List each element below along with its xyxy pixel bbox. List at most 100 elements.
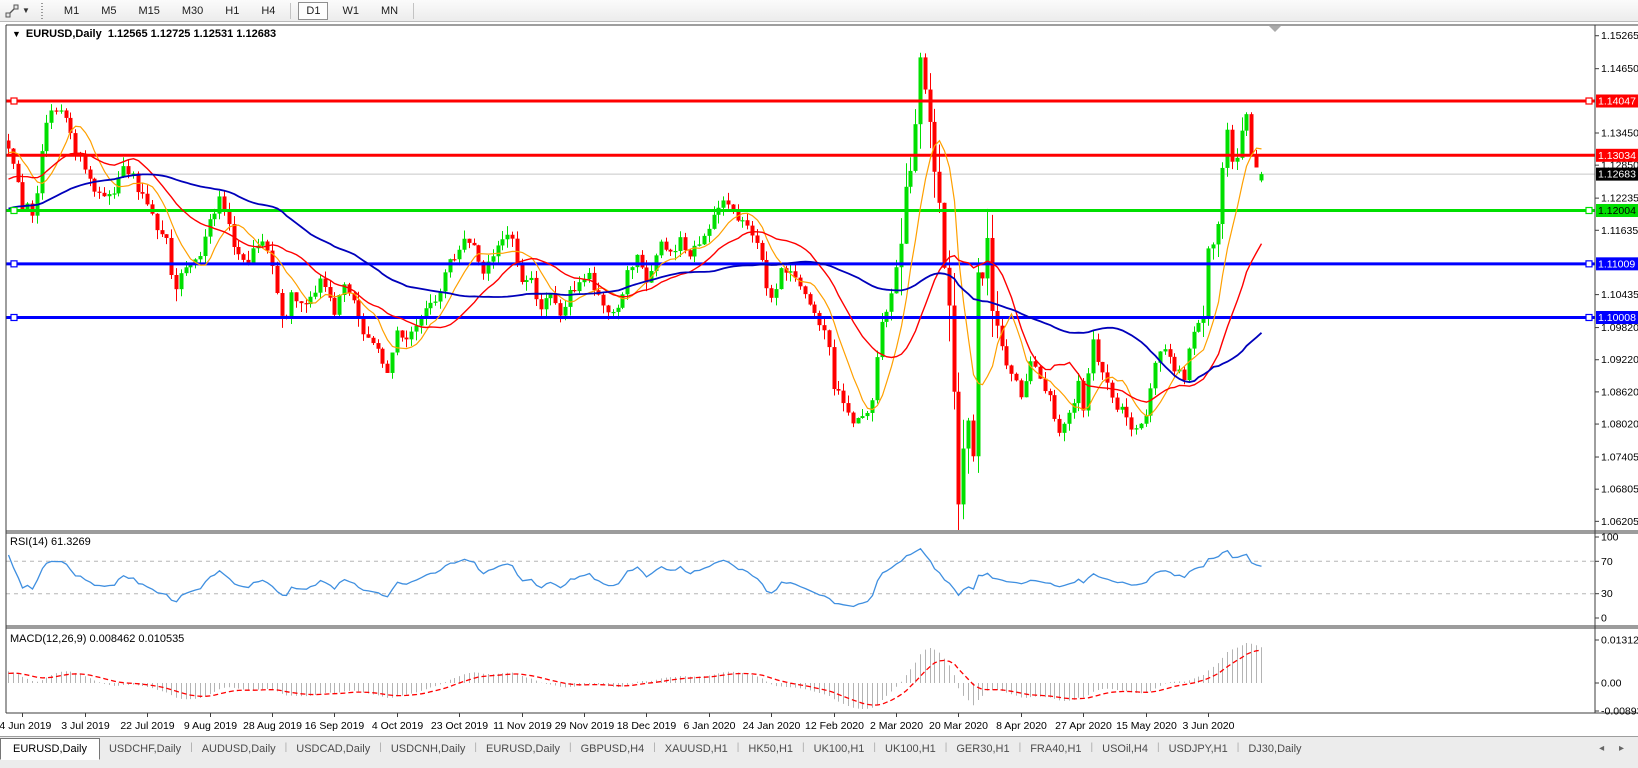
price-axis-tick: 1.08020 xyxy=(1601,419,1638,431)
date-axis-label: 11 Nov 2019 xyxy=(493,720,552,732)
svg-text:1.10008: 1.10008 xyxy=(1598,312,1636,324)
line-studies-dropdown-icon[interactable]: ▼ xyxy=(22,6,30,15)
toolbar: ▼ M1 M5 M15 M30 H1 H4 D1 W1 MN xyxy=(0,0,1638,22)
price-line-label xyxy=(1596,310,1638,324)
chart-tab-ger30-h1[interactable]: GER30,H1 xyxy=(956,743,1010,755)
date-axis-label: 28 Aug 2019 xyxy=(243,720,302,732)
timeframe-button-m30[interactable]: M30 xyxy=(181,4,204,17)
price-axis-tick: 1.09820 xyxy=(1601,322,1638,334)
date-axis-label: 3 Jun 2020 xyxy=(1183,720,1235,732)
chart-tab-hk50-h1[interactable]: HK50,H1 xyxy=(748,743,794,755)
macd-axis-tick: 0.013121 xyxy=(1601,635,1638,647)
chart-tab-xauusd-h1[interactable]: XAUUSD,H1 xyxy=(664,743,728,755)
rsi-axis-tick: 0 xyxy=(1601,613,1607,625)
price-axis-tick: 1.08620 xyxy=(1601,386,1638,398)
price-axis-tick: 1.07405 xyxy=(1601,452,1638,464)
chart-tab-usdcnh-daily[interactable]: USDCNH,Daily xyxy=(390,743,466,755)
tab-scroll-arrows[interactable]: ◂ ▸ xyxy=(1599,743,1630,754)
date-axis-label: 2 Mar 2020 xyxy=(870,720,923,732)
timeframe-button-m1[interactable]: M1 xyxy=(63,4,80,17)
chart-shift-marker-icon[interactable] xyxy=(1269,26,1281,32)
tab-divider: | xyxy=(284,742,288,753)
svg-text:1.13034: 1.13034 xyxy=(1598,150,1636,162)
date-axis-label: 12 Feb 2020 xyxy=(805,720,864,732)
date-axis-label: 3 Jul 2019 xyxy=(61,720,110,732)
price-line-label xyxy=(1596,204,1638,218)
price-line-label xyxy=(1596,257,1638,271)
price-axis-tick: 1.15265 xyxy=(1601,30,1638,42)
timeframe-button-mn[interactable]: MN xyxy=(380,4,399,17)
date-axis-label: 27 Apr 2020 xyxy=(1055,720,1112,732)
rsi-axis-tick: 30 xyxy=(1601,588,1613,600)
chart-tab-usdjpy-h1[interactable]: USDJPY,H1 xyxy=(1168,743,1228,755)
chart-tab-eurusd-daily[interactable]: EURUSD,Daily xyxy=(486,743,560,755)
date-axis-label: 18 Dec 2019 xyxy=(617,720,677,732)
tab-divider: | xyxy=(736,742,740,753)
line-handle xyxy=(10,260,18,268)
price-axis-tick: 1.13450 xyxy=(1601,128,1638,140)
line-handle xyxy=(1585,313,1593,322)
price-axis-tick: 1.10435 xyxy=(1601,289,1638,301)
price-axis-tick: 1.14650 xyxy=(1601,63,1638,75)
chart-tab-uk100-h1[interactable]: UK100,H1 xyxy=(813,743,865,755)
date-axis-label: 9 Aug 2019 xyxy=(184,720,237,732)
chart-tab-usdcad-daily[interactable]: USDCAD,Daily xyxy=(296,743,371,755)
line-studies-icon[interactable] xyxy=(3,2,21,20)
tab-divider: | xyxy=(1018,742,1022,753)
line-handle xyxy=(1585,206,1593,215)
chart-tab-uk100-h1[interactable]: UK100,H1 xyxy=(885,743,936,755)
line-handle xyxy=(10,313,18,322)
chart-tab-fra40-h1[interactable]: FRA40,H1 xyxy=(1030,743,1082,755)
price-line-label xyxy=(1596,94,1638,108)
toolbar-separator xyxy=(413,2,415,19)
tab-divider: | xyxy=(474,742,478,753)
tab-divider: | xyxy=(379,742,382,753)
ma-slow-line xyxy=(8,173,1263,384)
svg-text:1.11009: 1.11009 xyxy=(1598,258,1635,270)
ma-mid-line xyxy=(8,152,1263,403)
tab-divider: | xyxy=(1157,742,1160,753)
rsi-axis-tick: 70 xyxy=(1601,556,1613,568)
date-axis-label: 20 Mar 2020 xyxy=(929,720,988,732)
svg-text:1.14047: 1.14047 xyxy=(1598,96,1636,108)
tab-divider: | xyxy=(1236,742,1240,753)
chart-tab-dj30-daily[interactable]: DJ30,Daily xyxy=(1248,743,1302,755)
tab-divider: | xyxy=(569,742,572,753)
timeframe-button-m15[interactable]: M15 xyxy=(138,4,160,17)
chart-canvas[interactable]: 1.152651.146501.134501.128501.122351.116… xyxy=(0,22,1638,736)
price-axis-tick: 1.12235 xyxy=(1601,193,1638,205)
toolbar-grip xyxy=(39,2,45,19)
rsi-line xyxy=(7,547,1262,608)
chart-tab-eurusd-daily[interactable]: EURUSD,Daily xyxy=(0,738,100,760)
price-line-label xyxy=(1596,148,1638,162)
price-axis-tick: 1.06805 xyxy=(1601,484,1638,496)
chart-tab-usoil-h4[interactable]: USOil,H4 xyxy=(1102,743,1148,755)
tab-divider: | xyxy=(802,742,805,753)
chart-area[interactable]: 1.15265 1.14650 1.13450 1.12850 1.12235 1.116… xyxy=(0,22,1638,736)
date-axis-label: 14 Jun 2019 xyxy=(0,720,52,732)
date-axis-label: 24 Jan 2020 xyxy=(743,720,801,732)
timeframe-button-h4[interactable]: H4 xyxy=(261,4,276,17)
chart-tab-gbpusd-h4[interactable]: GBPUSD,H4 xyxy=(580,743,645,755)
chart-tab-bar: EURUSD,Daily USDCHF,Daily | AUDUSD,Daily | US… xyxy=(0,736,1638,768)
chart-tab-audusd-daily[interactable]: AUDUSD,Daily xyxy=(201,743,276,755)
rsi-axis-tick: 100 xyxy=(1601,532,1619,544)
tab-divider: | xyxy=(944,742,948,753)
line-handle xyxy=(10,206,18,215)
line-handle xyxy=(1585,260,1593,268)
date-axis-label: 4 Oct 2019 xyxy=(372,720,424,732)
timeframe-button-w1[interactable]: W1 xyxy=(342,4,359,17)
timeframe-button-m5[interactable]: M5 xyxy=(101,4,117,17)
macd-axis-tick: -0.008937 xyxy=(1601,706,1638,718)
timeframe-button-h1[interactable]: H1 xyxy=(225,4,240,17)
svg-text:1.12004: 1.12004 xyxy=(1598,205,1636,217)
tab-divider: | xyxy=(873,742,876,753)
timeframe-button-d1[interactable]: D1 xyxy=(298,1,329,20)
svg-text:1.12683: 1.12683 xyxy=(1598,169,1636,181)
price-axis-tick: 1.09220 xyxy=(1601,354,1638,366)
tab-divider: | xyxy=(653,742,656,753)
macd-histogram xyxy=(8,642,1262,710)
date-axis-label: 15 May 2020 xyxy=(1116,720,1177,732)
chart-tab-usdchf-daily[interactable]: USDCHF,Daily xyxy=(108,743,182,755)
